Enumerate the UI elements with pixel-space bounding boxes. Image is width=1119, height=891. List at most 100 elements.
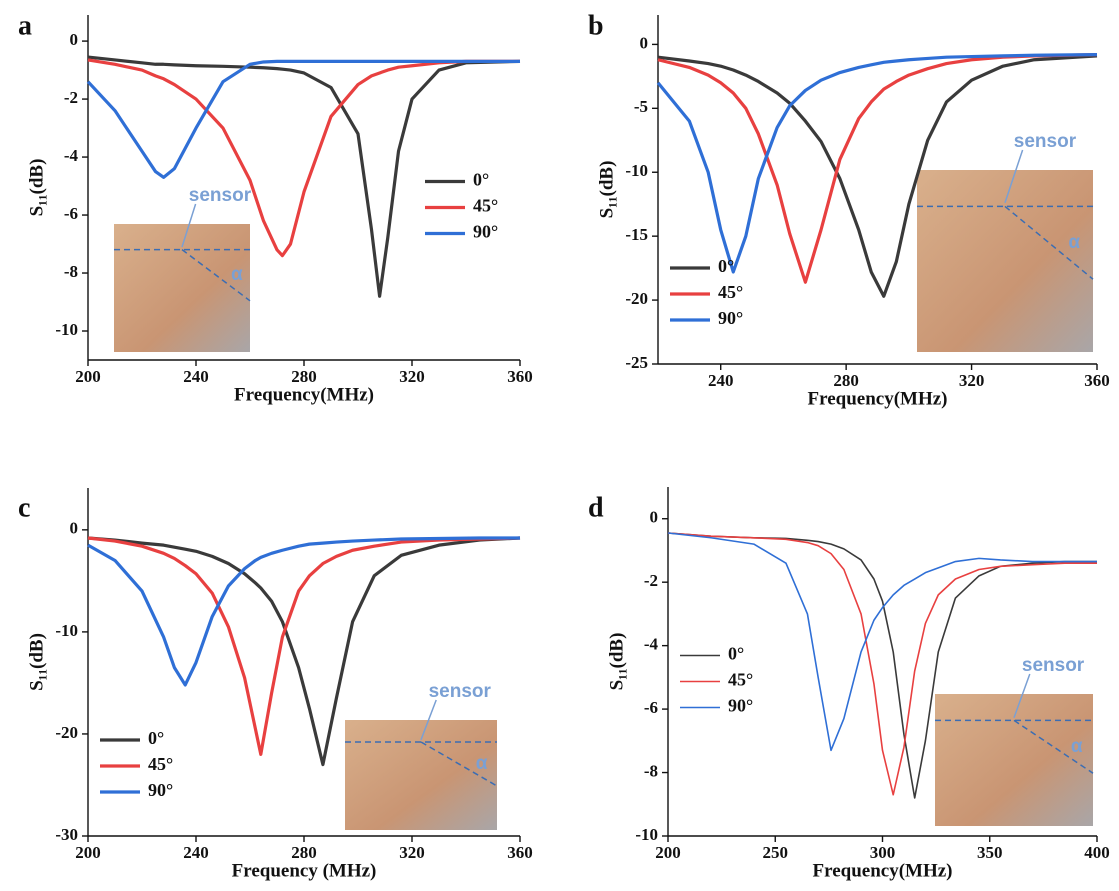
sensor-pointer (181, 203, 197, 248)
y-tick-label: -4 (644, 635, 659, 654)
x-tick-label: 200 (655, 843, 681, 862)
inset-photo (114, 224, 250, 352)
y-axis-title: S₁₁(dB) (596, 161, 617, 219)
y-tick-label: -30 (55, 825, 78, 844)
y-tick-label: -10 (625, 161, 648, 180)
y-tick-label: 0 (650, 508, 659, 527)
panel-label: a (18, 10, 32, 41)
series-line (656, 53, 1098, 274)
y-tick-label: -25 (625, 353, 648, 372)
legend-text: 90° (718, 308, 743, 328)
legend-text: 90° (728, 696, 753, 716)
y-axis-title: S₁₁(dB) (606, 633, 627, 691)
x-tick-label: 240 (183, 843, 209, 862)
y-tick-label: -8 (644, 761, 658, 780)
x-axis-title: Frequency(MHz) (808, 388, 948, 409)
inset-photo (917, 170, 1093, 352)
x-tick-label: 360 (1084, 371, 1110, 390)
inset-guide (1013, 719, 1094, 774)
y-tick-label: -10 (635, 825, 658, 844)
y-tick-label: -4 (64, 146, 79, 165)
inset-photo (345, 720, 497, 830)
y-tick-label: 0 (640, 33, 649, 52)
x-tick-label: 240 (708, 371, 734, 390)
legend-text: 45° (718, 282, 743, 302)
inset-label: α (1071, 736, 1083, 757)
x-tick-label: 200 (75, 843, 101, 862)
inset-label: sensor (189, 185, 252, 206)
x-tick-label: 280 (833, 371, 859, 390)
y-tick-label: -10 (55, 320, 78, 339)
inset-guide (420, 741, 498, 787)
inset-label: α (1068, 232, 1080, 253)
panel-label: c (18, 492, 30, 523)
inset-guide (181, 249, 251, 302)
x-tick-label: 280 (291, 367, 317, 386)
x-tick-label: 360 (507, 843, 533, 862)
x-axis-title: Frequency(MHz) (234, 384, 374, 405)
y-tick-label: -6 (644, 698, 658, 717)
x-tick-label: 320 (399, 367, 425, 386)
series-line (87, 536, 521, 767)
series-line (667, 532, 1097, 752)
series-line (86, 59, 520, 179)
legend-text: 90° (473, 222, 498, 242)
y-tick-label: -10 (55, 621, 78, 640)
inset-guide (1004, 205, 1094, 280)
panel: sensor α -25 -20 -15 -10 -5 0 240 280 320 360 Freque… (588, 10, 1110, 409)
y-tick-label: -20 (625, 289, 648, 308)
y-tick-label: -2 (64, 88, 78, 107)
inset-label: α (231, 264, 243, 285)
y-tick-label: -5 (634, 97, 648, 116)
inset-label: sensor (429, 681, 492, 702)
panel-label: b (588, 10, 604, 41)
x-tick-label: 300 (870, 843, 896, 862)
series-line (667, 532, 1097, 799)
x-axis-title: Frequency(MHz) (813, 860, 953, 881)
legend-text: 0° (718, 256, 734, 276)
panel: sensor α -30 -20 -10 0 200 240 280 320 360 Frequenc… (18, 488, 533, 881)
x-tick-label: 200 (75, 367, 101, 386)
y-axis-title: S₁₁(dB) (26, 159, 47, 217)
series-line (87, 55, 521, 298)
panel-label: d (588, 492, 604, 523)
inset-label: α (476, 753, 488, 774)
y-axis-title: S₁₁(dB) (26, 633, 47, 691)
legend-text: 45° (148, 754, 173, 774)
legend-text: 90° (148, 780, 173, 800)
panel: sensor α -10 -8 -6 -4 -2 0 200 250 300 350 400 Freque… (588, 487, 1110, 881)
y-tick-label: -15 (625, 225, 648, 244)
panel: sensor α -10 -8 -6 -4 -2 0 200 240 280 320 360 Freque… (18, 10, 533, 405)
x-tick-label: 320 (959, 371, 985, 390)
inset-photo (935, 694, 1093, 826)
x-tick-label: 280 (291, 843, 317, 862)
y-tick-label: -2 (644, 571, 658, 590)
sensor-pointer (1004, 149, 1024, 203)
legend-text: 45° (473, 196, 498, 216)
x-tick-label: 400 (1084, 843, 1110, 862)
x-tick-label: 320 (399, 843, 425, 862)
y-tick-label: 0 (70, 519, 79, 538)
legend-text: 0° (148, 728, 164, 748)
y-tick-label: -20 (55, 723, 78, 742)
y-tick-label: -8 (64, 262, 78, 281)
y-tick-label: 0 (70, 30, 79, 49)
y-tick-label: -6 (64, 204, 78, 223)
x-tick-label: 350 (977, 843, 1003, 862)
x-tick-label: 250 (763, 843, 789, 862)
inset-label: sensor (1022, 655, 1085, 676)
series-line (667, 532, 1097, 796)
x-tick-label: 240 (183, 367, 209, 386)
x-axis-title: Frequency (MHz) (232, 860, 377, 881)
sensor-pointer (1013, 673, 1031, 719)
inset-label: sensor (1014, 131, 1077, 152)
x-tick-label: 360 (507, 367, 533, 386)
series-line (657, 53, 1098, 284)
legend-text: 45° (728, 670, 753, 690)
legend-text: 0° (473, 170, 489, 190)
sensor-pointer (420, 699, 437, 741)
series-line (87, 536, 521, 756)
series-line (87, 536, 520, 687)
series-line (87, 58, 520, 258)
